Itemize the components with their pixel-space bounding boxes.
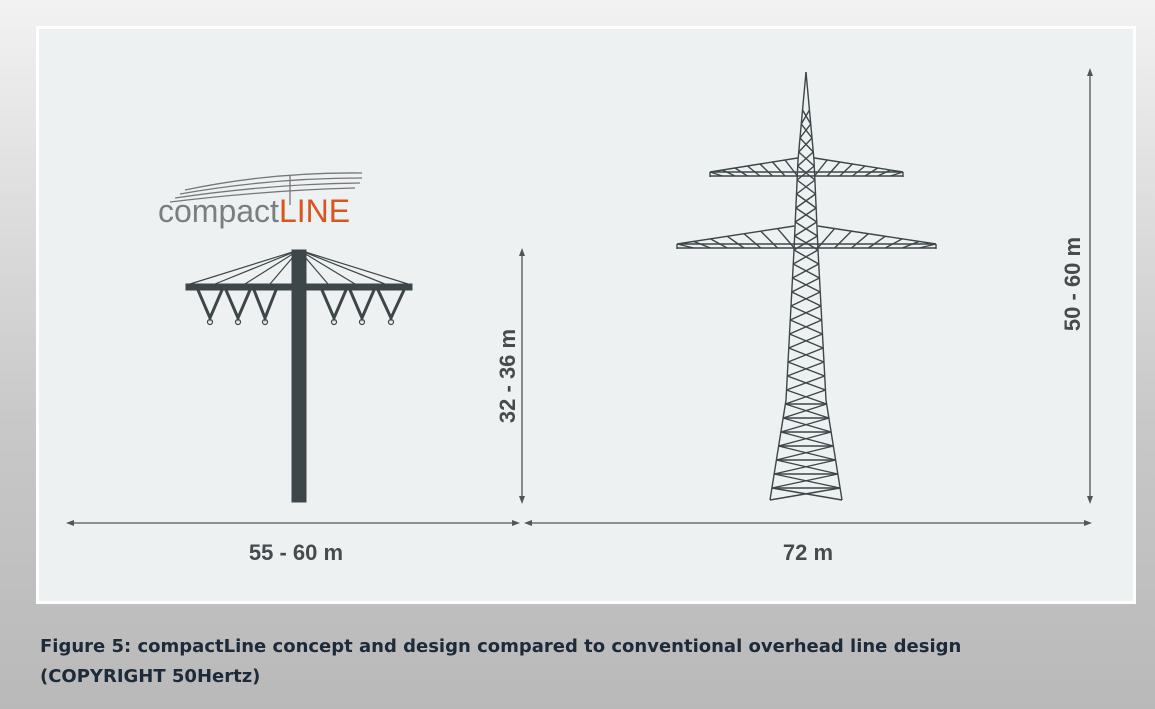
lattice [786, 375, 825, 391]
lattice [789, 305, 822, 321]
lattice [743, 233, 762, 249]
caption-line: (COPYRIGHT 50Hertz) [40, 666, 261, 687]
insulator-end [358, 318, 366, 326]
lattice [918, 243, 937, 249]
lattice [901, 240, 920, 249]
insulator-end [206, 318, 214, 326]
lattice [726, 235, 745, 249]
insulator [376, 289, 406, 322]
lattice [778, 431, 832, 447]
lattice [868, 235, 886, 249]
lattice [771, 161, 786, 177]
insulator-end [330, 318, 338, 326]
lattice [890, 171, 904, 177]
lattice [693, 240, 711, 249]
insulator-end [234, 318, 242, 326]
lattice [787, 361, 825, 377]
insulator-end [387, 318, 395, 326]
insulator [252, 289, 278, 323]
lattice [799, 123, 812, 139]
insulator-end [261, 318, 269, 326]
lattice [790, 291, 821, 307]
lattice [788, 333, 823, 349]
lattice [722, 169, 736, 177]
lattice [794, 207, 817, 223]
lattice [789, 319, 823, 335]
lattice [834, 230, 853, 249]
lattice [884, 238, 903, 249]
conventional-width-label: 72 m [783, 540, 833, 565]
caption-line: Figure 5: compactLine concept and design… [40, 636, 962, 657]
lattice [759, 163, 773, 177]
lattice [784, 159, 799, 177]
insulator [320, 289, 348, 322]
logo: compactLINE [158, 193, 350, 229]
compact-pylon [185, 249, 413, 503]
lattice [791, 277, 820, 293]
lattice [769, 487, 841, 501]
lattice [787, 347, 824, 363]
lattice [760, 230, 779, 249]
dimension-lines [66, 68, 1093, 526]
logo-prefix: compact [158, 193, 279, 229]
lattice [795, 193, 816, 209]
logo-suffix: LINE [279, 193, 350, 229]
insulator [224, 289, 252, 322]
lattice [792, 249, 819, 265]
lattice [826, 161, 841, 177]
lattice [734, 167, 748, 177]
lattice [782, 403, 827, 419]
figure-panel [36, 26, 1136, 604]
lattice [798, 137, 813, 153]
lattice [799, 137, 814, 153]
lattice [839, 163, 853, 177]
logo-swoosh [169, 172, 363, 205]
lattice [877, 169, 891, 177]
lattice [792, 263, 820, 279]
lattice [817, 228, 836, 249]
lattice [864, 167, 879, 177]
lattice [801, 109, 812, 125]
lattice [780, 417, 830, 433]
lattice [776, 445, 834, 461]
lattice [794, 221, 818, 237]
lattice [709, 171, 723, 177]
lattice [776, 228, 795, 249]
lattice [800, 109, 811, 125]
lattice [813, 159, 828, 177]
lattice [796, 179, 816, 195]
lattice [800, 123, 813, 139]
conventional-height-label: 50 - 60 m [1060, 237, 1085, 331]
insulator [348, 289, 376, 322]
lattice [710, 238, 728, 249]
lattice [747, 165, 761, 177]
insulator [196, 289, 224, 322]
lattice [771, 473, 838, 489]
lattice [796, 165, 815, 181]
compact-width-label: 55 - 60 m [249, 540, 343, 565]
compact-height-label: 32 - 36 m [495, 329, 520, 423]
lattice [774, 459, 836, 475]
lattice [676, 243, 694, 249]
lattice-tower [676, 71, 937, 501]
lattice [852, 165, 866, 177]
lattice [851, 233, 869, 249]
lattice [785, 389, 826, 405]
lattice [797, 151, 814, 167]
